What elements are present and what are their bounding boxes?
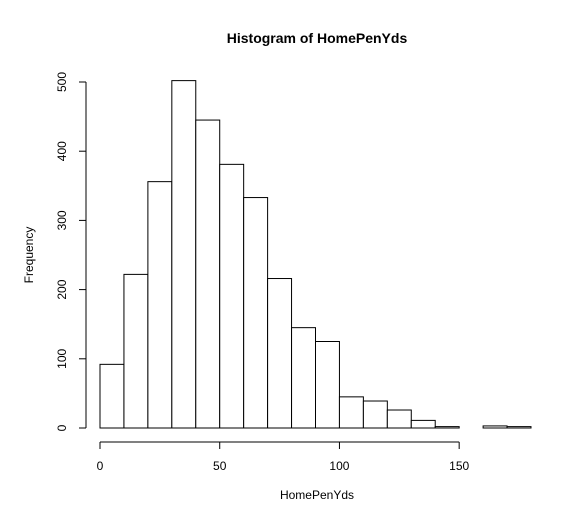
histogram-bar bbox=[267, 278, 293, 429]
y-tick-label: 400 bbox=[55, 141, 69, 161]
y-tick-label: 500 bbox=[55, 72, 69, 92]
x-axis-label: HomePenYds bbox=[280, 488, 354, 502]
y-tick-label: 200 bbox=[55, 279, 69, 299]
histogram-bar bbox=[362, 400, 388, 429]
histogram-bar bbox=[99, 363, 125, 429]
histogram-bar bbox=[315, 341, 340, 429]
x-tick-label: 0 bbox=[97, 459, 104, 473]
bars-group bbox=[99, 80, 532, 429]
histogram-bar bbox=[410, 419, 436, 429]
histogram-bar bbox=[243, 197, 269, 429]
histogram-bar bbox=[482, 425, 508, 429]
histogram-bar bbox=[147, 181, 173, 429]
histogram-bar bbox=[506, 426, 532, 429]
histogram-bar bbox=[434, 426, 460, 429]
histogram-bar bbox=[219, 163, 245, 429]
x-axis: 0 50 100 150 bbox=[97, 441, 469, 473]
histogram-bar bbox=[123, 273, 149, 429]
histogram-bar bbox=[386, 409, 412, 429]
histogram-bar bbox=[338, 396, 364, 429]
y-tick-label: 300 bbox=[55, 210, 69, 230]
histogram-bar bbox=[171, 80, 197, 429]
x-tick-label: 150 bbox=[449, 459, 469, 473]
y-tick-label: 0 bbox=[55, 424, 69, 431]
histogram-bar bbox=[291, 327, 316, 429]
y-axis: 0 100 200 300 400 500 bbox=[55, 72, 87, 431]
x-tick-label: 100 bbox=[329, 459, 349, 473]
y-tick-label: 100 bbox=[55, 348, 69, 368]
y-axis-label: Frequency bbox=[22, 227, 36, 284]
histogram-bar bbox=[195, 119, 221, 429]
chart-title: Histogram of HomePenYds bbox=[227, 30, 408, 46]
x-tick-label: 50 bbox=[213, 459, 227, 473]
